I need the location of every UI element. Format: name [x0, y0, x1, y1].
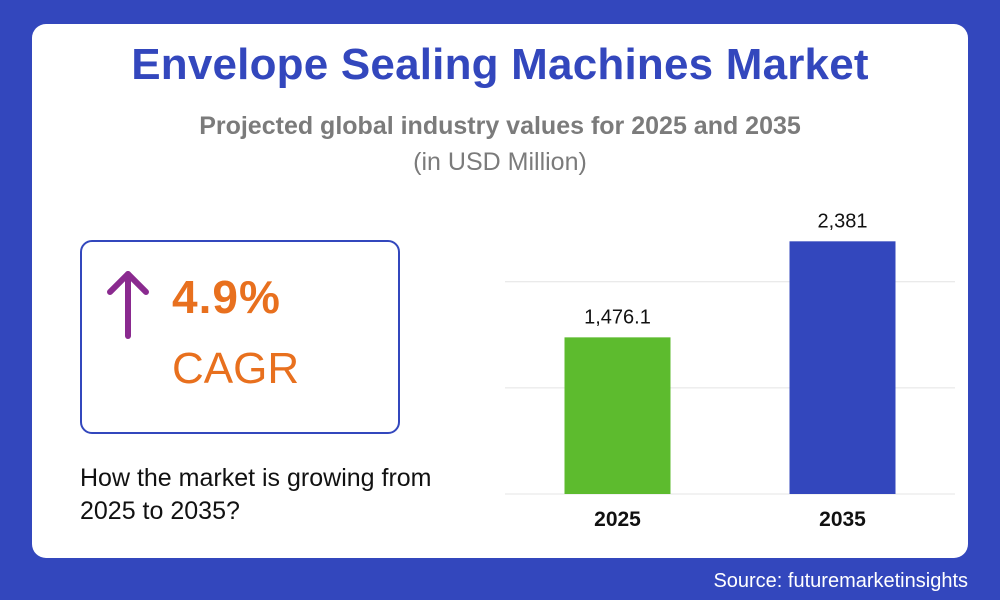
data-label-2025: 1,476.1 [584, 306, 651, 328]
cagr-label: CAGR [172, 344, 300, 393]
cagr-box: 4.9% CAGR [80, 240, 400, 434]
data-label-2035: 2,381 [817, 210, 867, 232]
up-arrow-icon [107, 271, 149, 339]
source-note: Source: futuremarketinsights [713, 570, 968, 592]
bar-2025 [564, 337, 671, 494]
x-tick-label-2025: 2025 [594, 508, 641, 531]
bar-2035 [789, 241, 896, 494]
page-subtitle: Projected global industry values for 202… [199, 112, 801, 140]
x-tick-label-2035: 2035 [819, 508, 866, 531]
bar-chart: 1,476.1 2025 2,381 2035 [505, 210, 955, 531]
page-title: Envelope Sealing Machines Market [131, 40, 869, 89]
units-label: (in USD Million) [413, 148, 587, 176]
cagr-value: 4.9% [172, 271, 281, 323]
growth-question: How the market is growing from 2025 to 2… [80, 464, 432, 525]
